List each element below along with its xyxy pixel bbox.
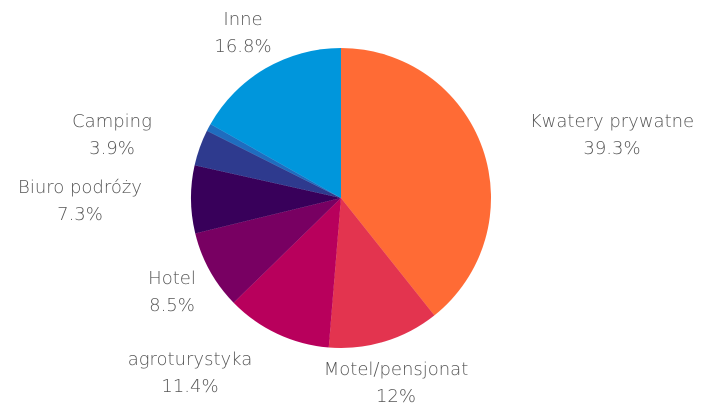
pie-slice xyxy=(191,165,341,234)
pie-slice xyxy=(195,198,341,303)
pie-slice xyxy=(328,198,435,348)
slice-value-label: 11.4% xyxy=(161,376,218,397)
slice-label: Motel/pensjonat xyxy=(324,359,469,380)
pie-slice xyxy=(206,124,341,198)
slice-value-label: 16.8% xyxy=(214,36,271,57)
pie-slice xyxy=(233,198,341,348)
slice-value-label: 7.3% xyxy=(57,204,103,225)
slice-label: Biuro podróży xyxy=(18,177,142,198)
slice-label: Kwatery prywatne xyxy=(530,111,694,132)
slice-value-label: 8.5% xyxy=(149,295,195,316)
pie-slice xyxy=(341,48,492,316)
slice-label: agroturystyka xyxy=(128,349,253,370)
pie-slice xyxy=(210,47,341,198)
slice-label: Camping xyxy=(72,111,152,132)
slice-label: Hotel xyxy=(148,268,196,289)
slice-value-label: 39.3% xyxy=(583,138,640,159)
slice-label: Inne xyxy=(223,9,262,30)
slice-value-label: 12% xyxy=(376,386,416,406)
slice-value-label: 3.9% xyxy=(89,138,135,159)
pie-slice xyxy=(194,130,341,198)
